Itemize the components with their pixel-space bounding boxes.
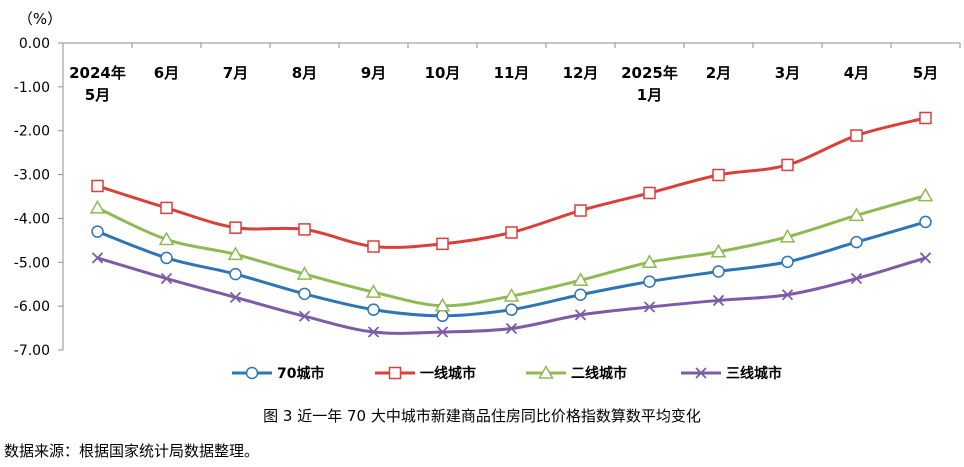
data-point — [505, 322, 518, 335]
legend: 70城市 一线城市 二线城市 三线城市 — [232, 364, 782, 382]
x-tick-label: 2024年 5月 — [69, 64, 126, 104]
data-point — [227, 246, 244, 261]
data-point — [367, 326, 380, 338]
x-tick-label: 10月 — [425, 64, 461, 82]
x-tick-label: 12月 — [563, 64, 599, 82]
data-point — [538, 364, 554, 379]
legend-label: 一线城市 — [420, 365, 476, 382]
y-tick-label: -1.00 — [14, 80, 50, 96]
series-x — [91, 252, 932, 338]
data-point — [436, 309, 449, 323]
data-point — [298, 223, 311, 236]
line-chart: （%） 0.00 -1.00 -2.00 -3.00 -4.00 -5.00 -6.00 -7… — [14, 10, 961, 382]
data-point — [436, 237, 449, 251]
data-point — [160, 201, 173, 215]
legend-item: 70城市 — [232, 365, 324, 382]
legend-label: 三线城市 — [726, 365, 782, 382]
y-axis-ticks: 0.00 -1.00 -2.00 -3.00 -4.00 -5.00 -6.00 -7.00 — [14, 36, 63, 359]
data-point — [367, 240, 380, 253]
data-point — [641, 254, 658, 269]
x-tick-label: 2月 — [706, 64, 731, 82]
series-circle — [91, 215, 932, 323]
data-point — [917, 187, 934, 202]
y-tick-label: -7.00 — [14, 343, 50, 359]
data-point — [503, 288, 520, 302]
data-point — [919, 111, 932, 125]
data-point — [781, 255, 794, 269]
data-point — [850, 129, 863, 142]
data-point — [298, 310, 311, 322]
data-point — [298, 287, 311, 301]
y-tick-label: -5.00 — [14, 255, 50, 271]
data-point — [919, 215, 932, 229]
data-point — [712, 168, 725, 182]
data-point — [436, 326, 449, 338]
legend-item: 三线城市 — [681, 365, 782, 382]
data-point — [710, 243, 727, 258]
data-point — [505, 303, 518, 316]
y-tick-label: 0.00 — [19, 36, 50, 52]
data-point — [245, 366, 259, 380]
y-tick-label: -6.00 — [14, 299, 50, 315]
data-point — [91, 179, 104, 193]
x-tick-label: 7月 — [223, 64, 248, 82]
data-point — [574, 288, 587, 301]
data-point — [643, 301, 656, 313]
data-point — [367, 303, 380, 316]
data-point — [160, 251, 173, 265]
data-point — [781, 289, 794, 301]
x-tick-label: 4月 — [844, 64, 869, 82]
legend-item: 一线城市 — [375, 365, 476, 382]
data-point — [229, 291, 242, 304]
data-point — [91, 225, 104, 238]
legend-label: 70城市 — [277, 365, 324, 382]
data-point — [91, 252, 104, 264]
x-tick-label: 8月 — [292, 64, 317, 82]
data-point — [919, 252, 932, 264]
y-tick-label: -2.00 — [14, 124, 50, 140]
series-triangle — [89, 187, 934, 312]
y-tick-label: -4.00 — [14, 211, 50, 227]
data-point — [296, 266, 313, 280]
figure-caption: 图 3 近一年 70 大中城市新建商品住房同比价格指数算数平均变化 — [263, 407, 701, 425]
data-point — [850, 235, 863, 249]
data-point — [434, 297, 451, 312]
series-square — [91, 111, 932, 253]
x-tick-label: 2025年 1月 — [621, 64, 678, 104]
series-lines — [89, 111, 934, 338]
data-point — [574, 309, 587, 321]
data-point — [365, 284, 382, 298]
data-point — [229, 221, 242, 234]
data-point — [158, 231, 175, 246]
y-axis-unit-label: （%） — [18, 10, 62, 28]
data-source-note: 数据来源：根据国家统计局数据整理。 — [4, 442, 260, 460]
x-axis-ticks: 2024年 5月 6月 7月 8月 9月 10月 11月 12月 2025年 1月 2月 3月 4月 5月 — [69, 64, 938, 104]
x-tick-label: 9月 — [361, 64, 386, 82]
data-point — [695, 367, 707, 379]
data-point — [850, 272, 863, 285]
data-point — [712, 294, 725, 307]
data-point — [574, 204, 587, 217]
x-tick-label: 5月 — [913, 64, 938, 82]
data-point — [848, 207, 865, 222]
x-tick-label: 11月 — [494, 64, 530, 82]
chart-frame — [62, 42, 961, 350]
x-tick-label: 6月 — [154, 64, 179, 82]
data-point — [89, 199, 106, 214]
data-point — [779, 228, 796, 243]
y-tick-label: -3.00 — [14, 168, 50, 184]
data-point — [781, 158, 794, 172]
legend-label: 二线城市 — [571, 365, 627, 382]
data-point — [643, 186, 656, 200]
data-point — [712, 265, 725, 278]
data-point — [572, 272, 589, 287]
data-point — [643, 275, 656, 288]
data-point — [160, 272, 173, 285]
data-point — [229, 267, 242, 281]
data-point — [388, 366, 402, 380]
x-tick-label: 3月 — [775, 64, 800, 82]
data-point — [505, 226, 518, 239]
legend-item: 二线城市 — [526, 364, 627, 382]
